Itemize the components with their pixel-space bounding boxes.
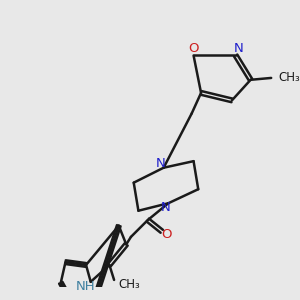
Text: CH₃: CH₃ — [279, 71, 300, 84]
Text: O: O — [161, 228, 172, 241]
Text: N: N — [234, 41, 243, 55]
Text: NH: NH — [76, 280, 96, 293]
Text: CH₃: CH₃ — [119, 278, 140, 291]
Text: N: N — [156, 157, 166, 169]
Text: N: N — [160, 201, 170, 214]
Text: O: O — [188, 41, 199, 55]
